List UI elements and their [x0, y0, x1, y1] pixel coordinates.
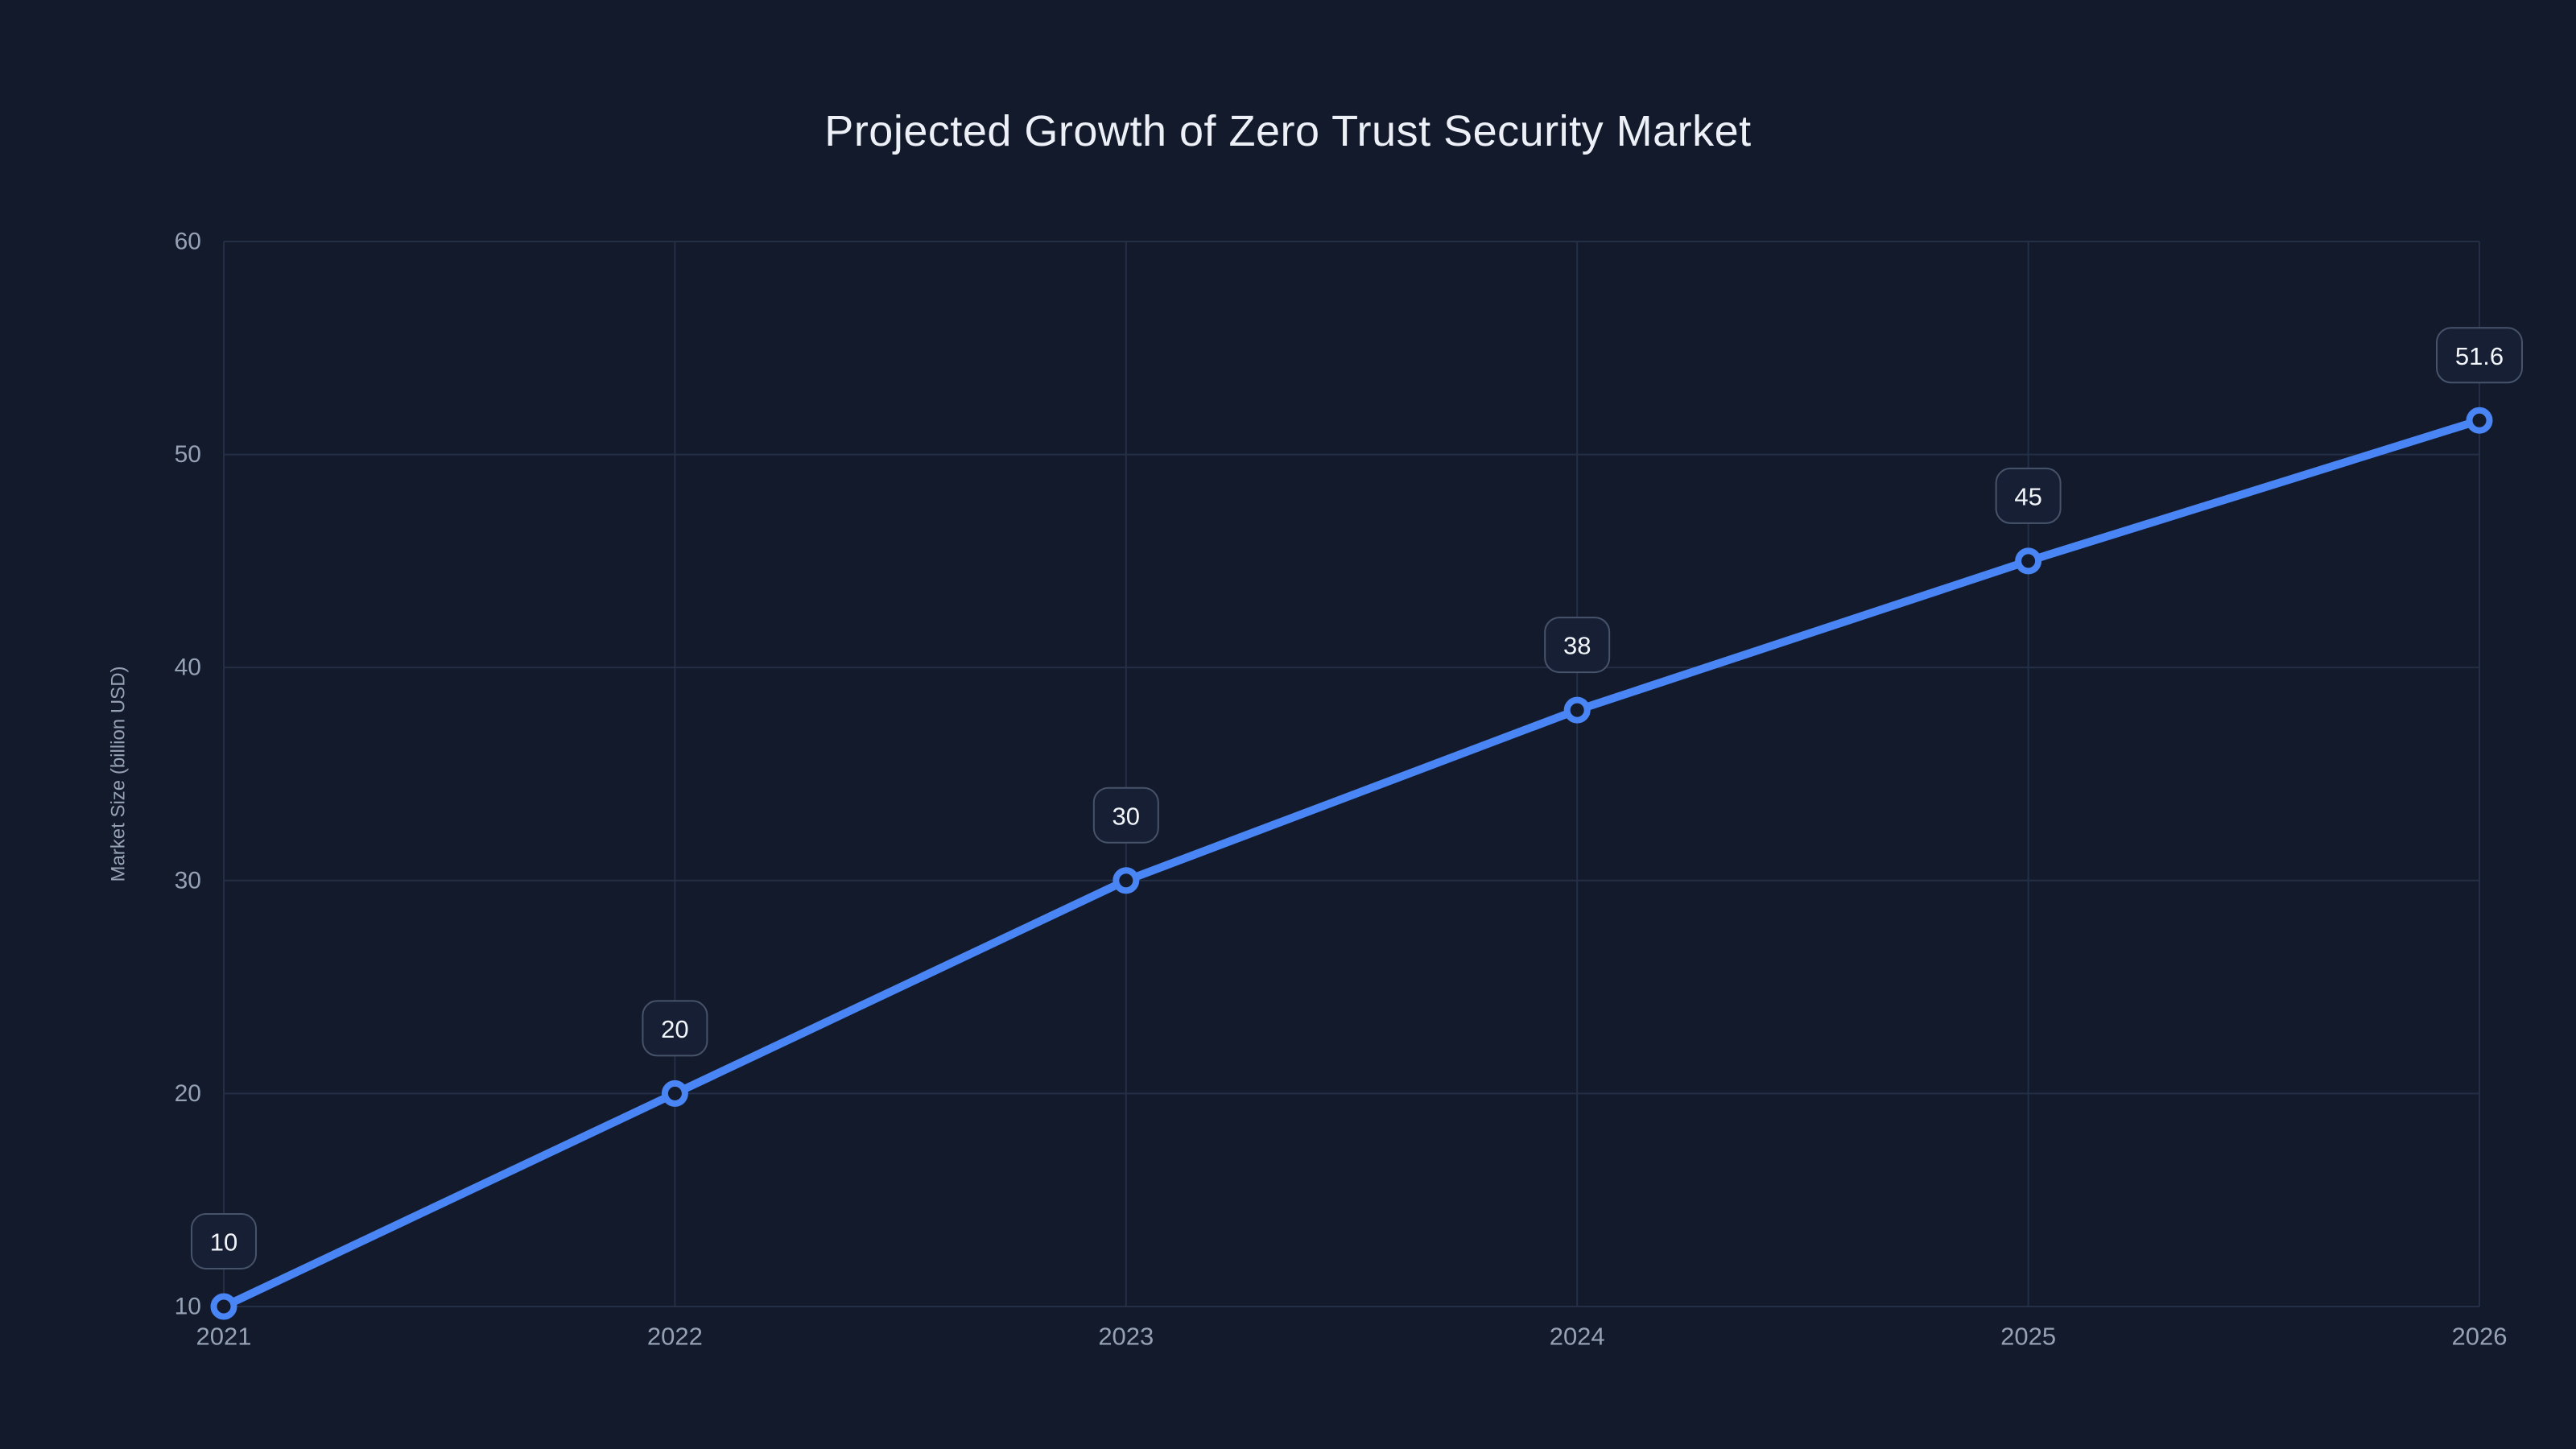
- data-point[interactable]: [661, 1080, 688, 1107]
- data-point[interactable]: [1113, 867, 1140, 894]
- point-value-label: 30: [1113, 802, 1140, 830]
- data-point[interactable]: [210, 1293, 237, 1320]
- x-tick-label: 2025: [2000, 1323, 2056, 1351]
- point-value-label: 38: [1563, 632, 1591, 660]
- y-tick-label: 20: [175, 1080, 201, 1107]
- data-point[interactable]: [1563, 696, 1591, 724]
- y-tick-label: 50: [175, 441, 201, 468]
- x-tick-label: 2023: [1098, 1323, 1154, 1351]
- data-point[interactable]: [2466, 407, 2493, 434]
- point-value-label: 10: [210, 1228, 237, 1257]
- data-point[interactable]: [2015, 547, 2042, 575]
- y-tick-label: 60: [175, 229, 201, 255]
- point-value-pill: [1092, 786, 1159, 844]
- point-value-pill: [191, 1213, 257, 1269]
- point-value-pill: [642, 1000, 708, 1057]
- point-value-pill: [1995, 467, 2062, 524]
- y-tick-label: 30: [175, 867, 201, 894]
- point-value-label: 45: [2014, 482, 2041, 510]
- x-tick-label: 2022: [647, 1323, 703, 1351]
- y-tick-label: 10: [175, 1294, 201, 1320]
- y-tick-label: 40: [175, 654, 201, 681]
- point-value-label: 51.6: [2455, 342, 2504, 370]
- chart-title: Projected Growth of Zero Trust Security …: [824, 107, 1752, 155]
- data-line: [220, 416, 2483, 1311]
- point-value-pill: [1544, 617, 1611, 674]
- point-value-label: 20: [661, 1015, 688, 1043]
- y-axis-title: Market Size (billion USD): [108, 666, 130, 881]
- x-tick-label: 2021: [196, 1323, 252, 1351]
- point-value-pill: [2436, 327, 2523, 384]
- x-tick-label: 2024: [1550, 1323, 1605, 1351]
- x-tick-label: 2026: [2452, 1323, 2508, 1351]
